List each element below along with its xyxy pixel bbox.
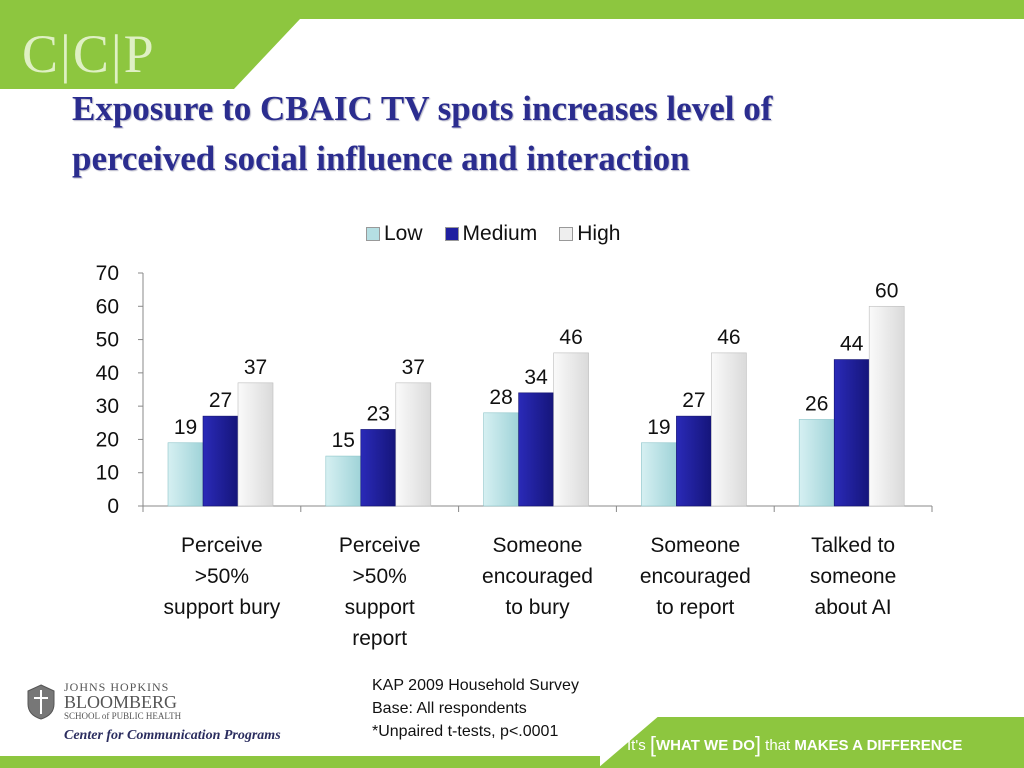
x-category-line: >50% [352,565,407,588]
tagline-makes: MAKES A DIFFERENCE [794,737,963,754]
legend-item-low: Low [366,222,423,246]
data-label: 37 [244,356,267,379]
bar-high [553,352,589,507]
tagline-what: WHAT WE DO [656,737,755,754]
data-label: 34 [524,366,548,389]
x-category-line: to report [656,596,735,619]
x-category-label: Perceive >50% support bury [143,530,301,623]
bar-low [167,442,204,507]
x-category-label: Someone encouraged to report [616,530,774,623]
data-label: 27 [682,389,705,412]
bar-high [395,382,432,507]
data-label: 46 [559,326,582,349]
tagline-that: that [765,737,791,754]
y-tick-label: 10 [96,462,119,485]
bar-low [483,412,519,507]
x-category-line: someone [809,565,897,588]
x-category-line: encouraged [482,565,593,588]
bar-medium [676,415,712,507]
x-category-line: about AI [814,596,892,619]
data-label: 37 [402,356,425,379]
y-tick-label: 40 [96,362,119,385]
x-category-label: Someone encouraged to bury [459,530,617,623]
note-line: *Unpaired t-tests, p<.0001 [372,723,559,740]
data-label: 44 [840,333,864,356]
data-label: 19 [174,416,197,439]
source-note: KAP 2009 Household Survey Base: All resp… [372,674,579,743]
legend-label-medium: Medium [462,222,538,245]
note-line: KAP 2009 Household Survey [372,677,579,694]
data-label: 27 [209,389,232,412]
bar-low [641,442,677,507]
bar-medium [518,392,554,507]
y-tick-label: 30 [96,395,119,418]
bloomberg-text: BLOOMBERG [64,692,178,712]
top-banner [0,0,1024,19]
x-category-line: >50% [194,565,250,588]
y-tick-label: 20 [96,428,119,451]
bar-low [325,455,362,507]
x-category-line: support [344,596,415,619]
data-label: 15 [332,429,355,452]
y-tick-label: 50 [96,329,119,352]
tagline: It's [WHAT WE DO] that MAKES A DIFFERENC… [627,733,962,756]
bar-high [868,305,905,507]
tagline-its: It's [627,737,646,754]
title-line-1: Exposure to CBAIC TV spots increases lev… [72,89,773,128]
y-tick-label: 0 [107,495,119,518]
chart-legend: Low Medium High [366,222,620,246]
legend-item-high: High [559,222,620,246]
legend-label-high: High [577,222,621,245]
x-category-line: Someone [650,534,741,557]
bottom-strip [0,756,600,768]
data-label: 19 [647,416,670,439]
y-tick-label: 60 [96,295,119,318]
bar-high [237,382,274,507]
x-category-line: Talked to [811,534,896,557]
x-category-line: encouraged [639,565,751,588]
x-category-label: Perceive >50% support report [301,530,459,654]
x-category-line: to bury [505,596,570,619]
university-seal-icon [27,684,55,720]
legend-swatch-low [366,227,380,241]
legend-label-low: Low [384,222,423,245]
x-category-line: Perceive [181,534,263,557]
x-category-line: Perceive [338,534,421,557]
bar-medium [360,429,397,507]
slide-title: Exposure to CBAIC TV spots increases lev… [72,84,972,184]
bar-high [711,352,747,507]
data-label: 26 [805,392,828,415]
johns-hopkins-text: JOHNS HOPKINS [64,680,170,694]
title-line-2: perceived social influence and interacti… [72,139,690,178]
bracket-open: [ [649,732,656,757]
bar-low [798,419,835,507]
center-text: Center for Communication Programs [64,728,281,743]
data-label: 60 [875,279,898,302]
legend-item-medium: Medium [444,222,538,246]
data-label: 23 [367,402,390,425]
x-category-label: Talked to someone about AI [774,530,932,623]
legend-swatch-medium [444,227,459,241]
bottom-banner [598,717,1024,768]
ccp-logo-text: C|C|P [22,24,156,84]
bar-medium [202,415,239,507]
legend-swatch-high [559,227,574,241]
data-label: 46 [717,326,740,349]
x-category-line: Someone [492,534,583,557]
bar-medium [833,359,870,507]
data-label: 28 [489,386,512,409]
note-line: Base: All respondents [372,700,527,717]
x-category-line: report [352,627,408,650]
bracket-close: ] [754,732,761,757]
y-tick-label: 70 [96,262,119,285]
x-category-line: support bury [163,596,281,619]
school-text: SCHOOL of PUBLIC HEALTH [64,711,182,721]
